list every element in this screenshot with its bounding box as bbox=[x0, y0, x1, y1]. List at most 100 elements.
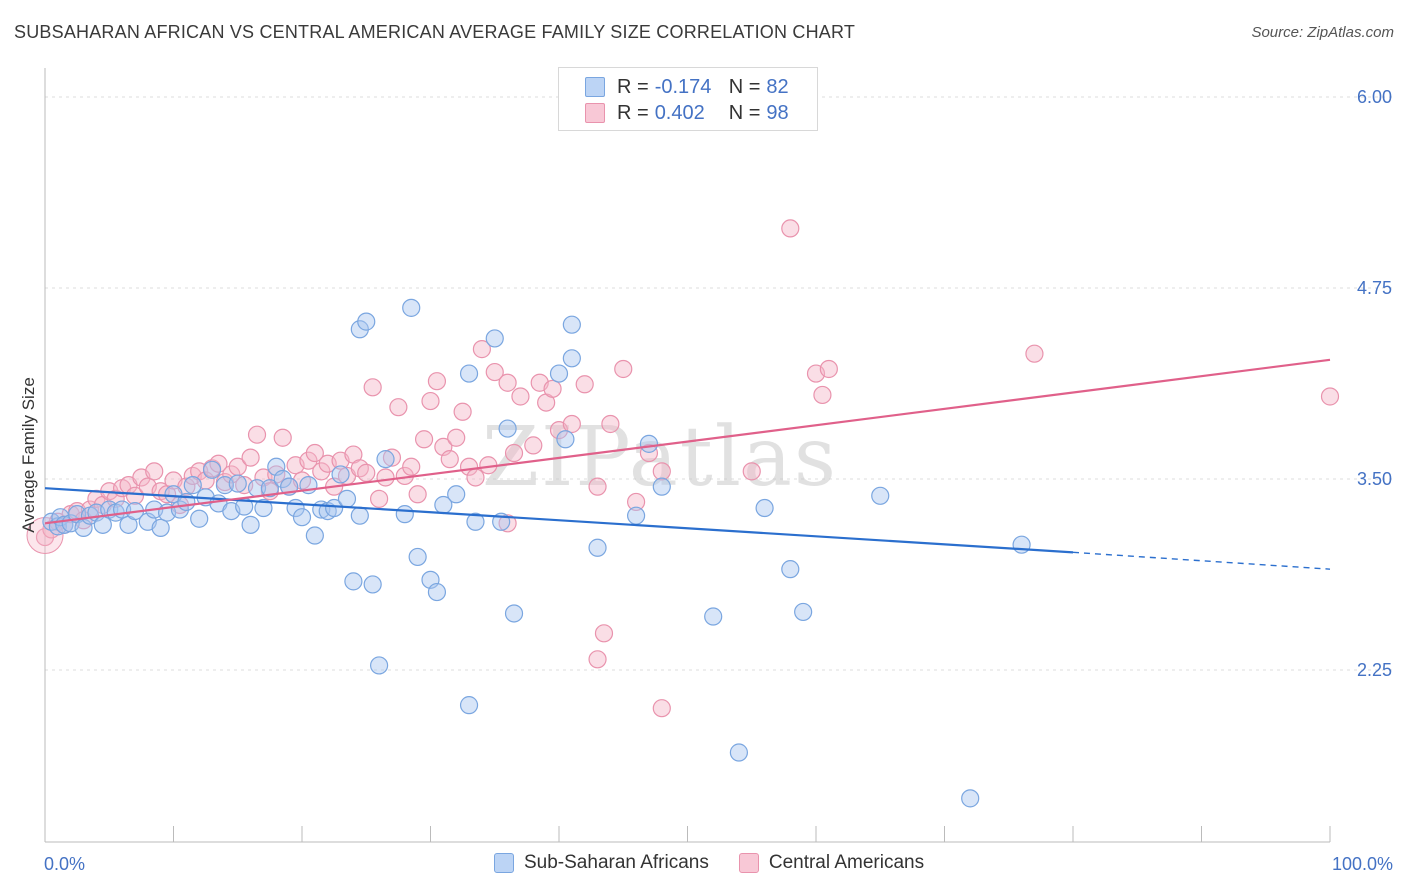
legend-swatch-blue bbox=[585, 77, 605, 97]
data-point-subsaharan bbox=[202, 460, 222, 479]
legend-swatch-pink bbox=[738, 853, 759, 873]
data-point-subsaharan bbox=[183, 476, 202, 495]
trend-line-subsaharan bbox=[44, 487, 1074, 554]
data-point-subsaharan bbox=[241, 515, 260, 534]
y-axis-title: Average Family Size bbox=[19, 377, 38, 533]
chart-title: SUBSAHARAN AFRICAN VS CENTRAL AMERICAN A… bbox=[14, 22, 856, 42]
legend-swatch-pink bbox=[585, 103, 605, 123]
data-point-subsaharan bbox=[626, 506, 646, 525]
data-point-subsaharan bbox=[639, 434, 659, 453]
data-point-central-american bbox=[241, 448, 260, 467]
data-point-central-american bbox=[389, 398, 408, 417]
data-point-subsaharan bbox=[305, 526, 324, 545]
data-point-central-american bbox=[402, 457, 421, 476]
data-point-central-american bbox=[614, 359, 633, 379]
data-point-subsaharan bbox=[652, 477, 671, 496]
x-tick-label: 0.0% bbox=[44, 854, 85, 874]
data-point-subsaharan bbox=[871, 486, 890, 505]
data-point-subsaharan bbox=[1012, 535, 1031, 554]
legend-n-value: 82 bbox=[766, 75, 789, 98]
data-point-central-american bbox=[781, 219, 800, 238]
legend-item-central-american: Central Americans bbox=[738, 852, 925, 874]
y-tick-labels: 2.25 3.50 4.75 6.00 bbox=[1357, 87, 1392, 680]
data-point-subsaharan bbox=[466, 512, 485, 531]
data-point-central-american bbox=[376, 468, 395, 487]
data-point-subsaharan bbox=[485, 329, 504, 348]
data-point-central-american bbox=[106, 489, 125, 508]
data-point-subsaharan bbox=[729, 743, 749, 762]
data-point-central-american bbox=[562, 414, 581, 434]
legend-r-value: 0.402 bbox=[654, 101, 705, 124]
data-point-subsaharan bbox=[325, 498, 344, 518]
data-point-subsaharan bbox=[556, 430, 575, 449]
data-point-subsaharan bbox=[504, 604, 524, 623]
data-point-central-american bbox=[639, 443, 659, 463]
data-point-central-american bbox=[363, 378, 382, 397]
data-point-subsaharan bbox=[190, 509, 209, 528]
data-point-central-american bbox=[742, 462, 761, 481]
data-point-central-american bbox=[575, 375, 594, 394]
y-tick-label: 2.25 bbox=[1357, 660, 1392, 680]
data-point-central-american bbox=[414, 430, 434, 449]
data-point-central-american bbox=[370, 489, 389, 508]
data-point-central-american bbox=[125, 486, 145, 505]
data-point-central-american bbox=[504, 443, 524, 463]
data-point-central-american bbox=[594, 624, 614, 643]
data-point-central-american bbox=[447, 428, 466, 447]
trend-line-subsaharan-extrapolated bbox=[1072, 551, 1331, 570]
grid-lines bbox=[45, 96, 1392, 671]
data-point-central-american bbox=[485, 362, 504, 382]
data-point-subsaharan bbox=[292, 508, 312, 527]
legend-item-subsaharan: Sub-Saharan Africans bbox=[494, 852, 709, 874]
data-point-central-american bbox=[305, 443, 324, 463]
legend-n-label: N = bbox=[728, 75, 761, 98]
data-point-central-american bbox=[588, 477, 607, 496]
y-tick-label: 4.75 bbox=[1357, 278, 1392, 298]
data-point-subsaharan bbox=[337, 489, 357, 508]
watermark: ZIPatlas bbox=[482, 410, 838, 505]
data-point-central-american bbox=[511, 387, 530, 406]
legend-r-value: -0.174 bbox=[654, 75, 712, 98]
data-point-central-american bbox=[1320, 387, 1340, 406]
data-point-subsaharan bbox=[357, 312, 376, 331]
data-point-subsaharan bbox=[350, 320, 369, 339]
data-point-cluster bbox=[26, 517, 64, 555]
trend-lines bbox=[44, 358, 1331, 570]
data-point-subsaharan bbox=[151, 518, 170, 537]
data-point-central-american bbox=[408, 485, 427, 504]
legend-item-label: Central Americans bbox=[768, 852, 925, 873]
data-point-subsaharan bbox=[273, 469, 292, 489]
data-point-central-american bbox=[819, 359, 838, 379]
data-point-central-american bbox=[453, 402, 472, 421]
legend-row-blue: R = -0.174 N = 82 bbox=[585, 75, 789, 99]
axes bbox=[44, 68, 1331, 843]
data-point-subsaharan bbox=[562, 315, 581, 334]
data-point-subsaharan bbox=[755, 498, 774, 518]
data-point-subsaharan bbox=[395, 505, 414, 524]
data-point-central-american bbox=[312, 462, 331, 481]
legend-row-pink: R = 0.402 N = 98 bbox=[585, 101, 789, 125]
legend-r-label: R = bbox=[617, 75, 649, 98]
data-point-subsaharan bbox=[376, 450, 395, 469]
data-point-central-american bbox=[427, 372, 447, 391]
data-point-central-american bbox=[601, 414, 620, 434]
data-point-central-american bbox=[498, 514, 517, 533]
trend-line-central-american bbox=[44, 358, 1331, 525]
data-point-central-american bbox=[466, 468, 485, 487]
data-point-subsaharan bbox=[331, 465, 350, 484]
data-point-central-american bbox=[588, 650, 607, 669]
data-point-subsaharan bbox=[370, 656, 389, 675]
data-point-central-american bbox=[472, 340, 491, 359]
y-tick-label: 3.50 bbox=[1357, 469, 1392, 489]
data-point-subsaharan bbox=[408, 547, 427, 567]
data-point-central-american bbox=[299, 451, 318, 470]
data-point-central-american bbox=[524, 436, 543, 455]
data-point-central-american bbox=[273, 428, 292, 447]
data-point-subsaharan bbox=[363, 575, 382, 594]
data-point-central-american bbox=[421, 391, 440, 411]
data-point-central-american bbox=[1025, 344, 1044, 363]
data-point-central-american bbox=[357, 463, 376, 482]
data-point-central-american bbox=[498, 373, 517, 392]
legend-item-label: Sub-Saharan Africans bbox=[524, 852, 709, 873]
